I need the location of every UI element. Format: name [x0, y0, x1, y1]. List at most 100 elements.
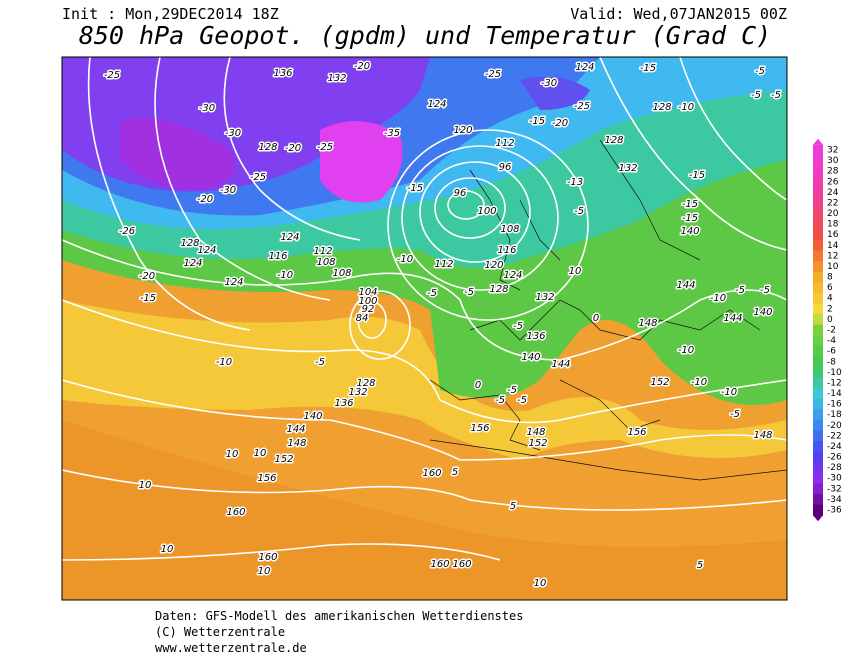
contour-label: 136: [526, 331, 545, 342]
contour-label: -15: [689, 170, 705, 181]
contour-label: 136: [334, 398, 353, 409]
contour-label: -10: [216, 357, 232, 368]
contour-label: -15: [682, 213, 698, 224]
contour-label: 92: [362, 304, 375, 315]
contour-label: 128: [489, 284, 508, 295]
colorbar-label: 6: [827, 283, 833, 293]
contour-label: 108: [332, 268, 351, 279]
contour-label: -5: [507, 385, 517, 396]
contour-label: -5: [751, 90, 761, 101]
contour-label: -5: [513, 321, 523, 332]
colorbar-label: -28: [827, 463, 842, 473]
contour-label: -5: [495, 395, 505, 406]
colorbar-swatch: [813, 462, 823, 474]
contour-label: 128: [180, 238, 199, 249]
colorbar-swatch: [813, 261, 823, 273]
contour-label: 10: [161, 544, 174, 555]
colorbar-label: -24: [827, 442, 842, 452]
colorbar-swatch: [813, 472, 823, 485]
contour-label: 124: [427, 99, 446, 110]
contour-label: 108: [316, 257, 335, 268]
contour-label: 140: [753, 307, 772, 318]
contour-label: 100: [477, 206, 496, 217]
contour-label: -5: [464, 287, 474, 298]
contour-label: -15: [640, 63, 656, 74]
colorbar-swatch: [813, 218, 823, 230]
contour-label: 128: [652, 102, 671, 113]
contour-label: 132: [327, 73, 346, 84]
colorbar-label: 32: [827, 146, 838, 156]
contour-label: -5: [755, 66, 765, 77]
warm-zone: [62, 420, 787, 600]
colorbar-swatch: [813, 187, 823, 199]
contour-label: 112: [313, 246, 332, 257]
contour-label: -10: [691, 377, 707, 388]
colorbar-swatch: [813, 356, 823, 368]
contour-label: -15: [682, 199, 698, 210]
colorbar-swatch: [813, 271, 823, 283]
contour-label: 96: [499, 162, 512, 173]
contour-label: 144: [723, 313, 742, 324]
contour-label: 140: [680, 226, 699, 237]
colorbar-swatch: [813, 398, 823, 410]
contour-label: -5: [315, 357, 325, 368]
colorbar-label: -6: [827, 347, 836, 357]
colorbar-swatch: [813, 377, 823, 389]
colorbar-swatch: [813, 282, 823, 294]
colorbar-label: 4: [827, 294, 833, 304]
contour-label: -20: [139, 271, 155, 282]
contour-label: -5: [517, 395, 527, 406]
contour-label: -15: [407, 183, 423, 194]
colorbar-swatch: [813, 367, 823, 379]
contour-label: 108: [500, 224, 519, 235]
contour-label: 148: [638, 318, 657, 329]
contour-label: -35: [384, 128, 400, 139]
contour-label: 10: [569, 266, 582, 277]
contour-label: 0: [593, 313, 599, 324]
colorbar-label: -2: [827, 326, 836, 336]
contour-label: 124: [183, 258, 202, 269]
colorbar-swatch: [813, 409, 823, 421]
contour-label: 144: [551, 359, 570, 370]
contour-label: 5: [452, 467, 458, 478]
contour-label: -30: [541, 78, 557, 89]
contour-label: 132: [535, 292, 554, 303]
contour-label: -25: [317, 142, 333, 153]
contour-label: -13: [567, 177, 583, 188]
colorbar-swatch: [813, 165, 823, 177]
contour-label: -15: [140, 293, 156, 304]
contour-label: 160: [258, 552, 277, 563]
colorbar-swatch: [813, 176, 823, 188]
colorbar-swatch: [813, 303, 823, 315]
colorbar-swatch: [813, 388, 823, 400]
contour-label: 144: [286, 424, 305, 435]
contour-label: -10: [277, 270, 293, 281]
contour-label: 140: [303, 411, 322, 422]
colorbar-label: -32: [827, 484, 842, 494]
contour-label: 152: [274, 454, 293, 465]
colorbar: 32302826242220181614121086420-2-4-6-8-10…: [813, 138, 842, 522]
contour-label: 140: [521, 352, 540, 363]
colorbar-swatch: [813, 208, 823, 220]
colorbar-label: -18: [827, 410, 842, 420]
contour-label: -10: [721, 387, 737, 398]
colorbar-swatch: [813, 229, 823, 241]
colorbar-label: 0: [827, 315, 833, 325]
contour-label: 112: [495, 138, 514, 149]
colorbar-swatch: [813, 345, 823, 357]
contour-label: 10: [254, 448, 267, 459]
colorbar-swatch: [813, 197, 823, 209]
valid-time: Valid: Wed,07JAN2015 00Z: [570, 5, 787, 23]
colorbar-swatch: [813, 155, 823, 167]
contour-label: 5: [510, 501, 516, 512]
colorbar-label: 30: [827, 156, 839, 166]
colorbar-label: -36: [827, 506, 842, 516]
contour-label: -25: [574, 101, 590, 112]
colorbar-swatch: [813, 250, 823, 262]
yellow-zone: [62, 300, 787, 460]
contour-label: 156: [257, 473, 276, 484]
contour-label: 124: [224, 277, 243, 288]
colorbar-swatch: [813, 292, 823, 305]
contour-label: 152: [528, 438, 547, 449]
